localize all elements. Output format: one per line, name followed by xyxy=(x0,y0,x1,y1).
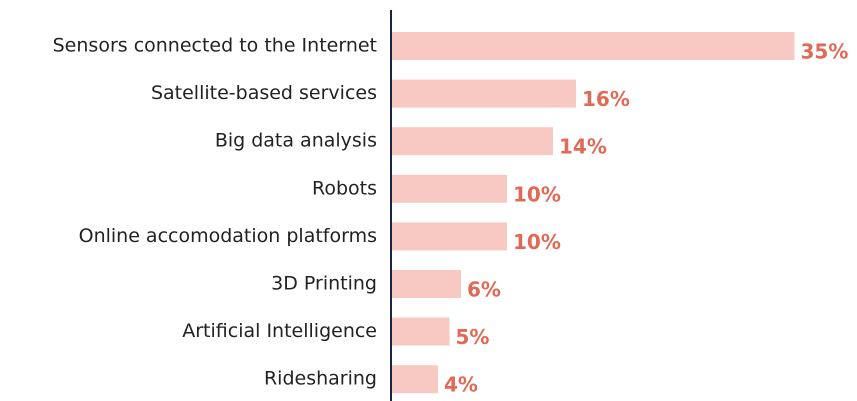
bar xyxy=(392,365,438,394)
bar xyxy=(392,174,507,203)
value-label: 10% xyxy=(513,182,561,206)
value-label: 10% xyxy=(513,230,561,254)
value-label: 35% xyxy=(801,40,849,64)
category-label: Robots xyxy=(312,177,377,199)
category-label: Sensors connected to the Internet xyxy=(53,35,377,57)
value-label: 14% xyxy=(559,135,607,159)
value-label: 4% xyxy=(444,373,478,397)
category-label: Satellite-based services xyxy=(151,82,377,104)
bar xyxy=(392,317,450,346)
category-label: Artificial Intelligence xyxy=(182,320,377,342)
bar xyxy=(392,32,795,60)
bar xyxy=(392,79,576,108)
bar xyxy=(392,270,461,298)
value-label: 6% xyxy=(467,278,501,302)
bar xyxy=(392,222,507,251)
value-label: 5% xyxy=(456,325,490,349)
bar xyxy=(392,127,553,156)
category-label: Big data analysis xyxy=(215,130,377,152)
category-label: Ridesharing xyxy=(264,368,377,390)
category-label: 3D Printing xyxy=(271,273,377,295)
category-label: Online accomodation platforms xyxy=(79,225,377,247)
value-label: 16% xyxy=(582,87,630,111)
